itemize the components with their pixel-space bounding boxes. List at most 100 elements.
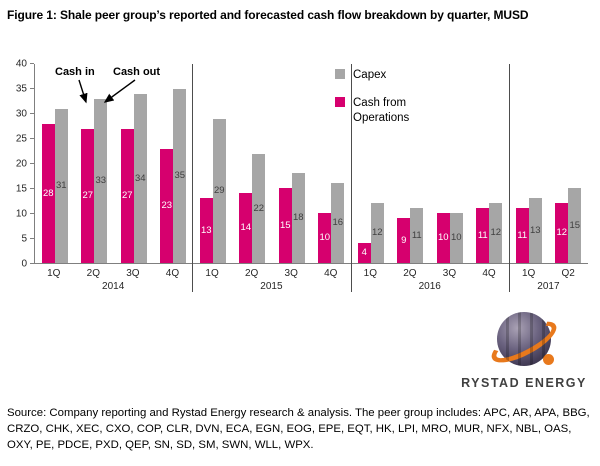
capex-bar: 12 <box>489 203 503 263</box>
rystad-orange-dot-icon <box>543 354 554 365</box>
cash-from-operations-bar: 27 <box>81 128 95 263</box>
bar-value-label: 33 <box>95 175 107 187</box>
capex-bar: 10 <box>449 213 463 263</box>
bar-pair: 10 16 <box>318 64 345 263</box>
bar-value-label: 12 <box>490 227 502 239</box>
x-tick-label: 2Q <box>86 268 101 279</box>
bar-value-label: 15 <box>569 219 581 231</box>
bar-value-label: 28 <box>42 187 54 199</box>
cash-from-operations-bar: 27 <box>120 128 134 263</box>
legend-label: Capex <box>353 69 387 81</box>
bar-value-label: 29 <box>213 185 225 197</box>
bar-pair: 9 11 <box>397 64 424 263</box>
bar-pair: 13 29 <box>199 64 226 263</box>
rystad-globe-icon <box>486 312 562 371</box>
bar-value-label: 27 <box>121 190 133 202</box>
x-tick-label: 2Q <box>244 268 259 279</box>
bar-value-label: 11 <box>517 229 528 241</box>
bar-value-label: 13 <box>529 224 541 236</box>
bar-value-label: 16 <box>332 217 344 229</box>
capex-bar: 15 <box>568 188 582 263</box>
capex-bar: 12 <box>370 203 384 263</box>
x-label-group-2014: 1Q 2Q 3Q 4Q 2014 <box>34 264 192 292</box>
bar-value-label: 31 <box>55 180 67 192</box>
capex-bar: 22 <box>252 153 266 263</box>
capex-bar: 34 <box>133 93 147 263</box>
capex-bar: 11 <box>410 208 424 263</box>
y-tick-mark <box>30 113 34 114</box>
y-tick-mark <box>30 163 34 164</box>
y-tick-mark <box>30 138 34 139</box>
cash-from-operations-bar: 11 <box>515 208 529 263</box>
bar-value-label: 4 <box>361 247 367 259</box>
bar-pair: 12 15 <box>555 64 582 263</box>
y-tick-mark <box>30 88 34 89</box>
x-tick-label: 4Q <box>482 268 496 279</box>
bar-value-label: 13 <box>200 224 212 236</box>
capex-bar: 31 <box>54 108 68 263</box>
y-tick-label: 35 <box>15 83 27 95</box>
x-tick-label: 3Q <box>442 268 457 279</box>
y-tick-mark <box>30 63 34 64</box>
capex-bar: 29 <box>212 118 226 263</box>
capex-bar: 18 <box>291 173 305 263</box>
legend-item-capex: Capex <box>335 68 439 82</box>
bar-value-label: 22 <box>253 202 265 214</box>
legend-label: Cash from Operations <box>353 97 410 124</box>
cash-from-operations-bar: 23 <box>160 148 174 263</box>
plot-area: Cash in Cash out Capex Cash from <box>34 64 588 264</box>
bar-value-label: 14 <box>240 222 252 234</box>
bar-value-label: 10 <box>437 232 449 244</box>
bar-group-2015: 13 29 14 22 15 18 10 16 <box>193 64 351 263</box>
chart-legend: Capex Cash from Operations <box>335 68 439 125</box>
y-axis: 0 5 10 15 20 25 30 35 40 <box>8 59 34 270</box>
rystad-energy-logo: RYSTAD ENERGY <box>455 312 593 390</box>
x-tick-label: 4Q <box>324 268 338 279</box>
bar-group-2016: 4 12 9 11 10 10 11 12 <box>351 64 509 263</box>
x-label-group-2015: 1Q 2Q 3Q 4Q 2015 <box>192 264 350 292</box>
bar-pair: 27 34 <box>120 64 147 263</box>
annotation-cash-out: Cash out <box>113 66 161 78</box>
bar-pair: 11 13 <box>515 64 542 263</box>
y-tick-label: 40 <box>15 58 27 70</box>
bar-group-2017: 11 13 12 15 <box>509 64 588 263</box>
bar-value-label: 18 <box>292 212 304 224</box>
bar-pair: 28 31 <box>41 64 68 263</box>
cash-from-operations-bar: 13 <box>199 198 213 263</box>
bar-value-label: 9 <box>401 234 407 246</box>
x-tick-label: 1Q <box>363 268 378 279</box>
x-tick-label: 4Q <box>165 268 180 279</box>
cash-from-operations-bar: 9 <box>397 218 411 263</box>
year-label: 2016 <box>418 281 441 292</box>
y-tick-label: 10 <box>15 208 27 220</box>
annotation-cash-in: Cash in <box>55 66 95 78</box>
x-tick-label: 2Q <box>403 268 417 279</box>
cash-from-operations-bar: 14 <box>239 193 253 263</box>
bar-value-label: 11 <box>477 229 488 241</box>
x-tick-label: 3Q <box>126 268 140 279</box>
bar-pair: 11 12 <box>476 64 503 263</box>
x-axis: 1Q 2Q 3Q 4Q 2014 1Q 2Q 3Q 4Q 2015 1Q 2Q 3Q 4Q 2016 1Q Q2… <box>34 264 588 292</box>
bar-pair: 14 22 <box>239 64 266 263</box>
cash-from-operations-bar: 10 <box>436 213 450 263</box>
rystad-logo-text: RYSTAD ENERGY <box>461 376 587 390</box>
bar-chart: 0 5 10 15 20 25 30 35 40 Cash in Cash out Capex <box>8 59 592 304</box>
bar-group-2014: 28 31 27 33 27 34 23 35 <box>35 64 193 263</box>
y-tick-mark <box>30 213 34 214</box>
year-label: 2014 <box>102 281 125 292</box>
cash-from-operations-bar: 11 <box>476 208 490 263</box>
bar-value-label: 27 <box>82 190 94 202</box>
cash-from-operations-bar: 4 <box>357 243 371 263</box>
x-tick-label: 3Q <box>284 268 298 279</box>
bar-value-label: 15 <box>279 219 291 231</box>
bar-value-label: 10 <box>319 232 331 244</box>
cash-from-operations-bar: 10 <box>318 213 332 263</box>
year-label: 2017 <box>537 281 560 292</box>
capex-bar: 13 <box>528 198 542 263</box>
y-tick-mark <box>30 238 34 239</box>
x-label-group-2017: 1Q Q2 2017 <box>509 264 588 292</box>
bar-pair: 27 33 <box>81 64 108 263</box>
y-tick-label: 0 <box>21 258 27 270</box>
y-tick-label: 30 <box>15 108 27 120</box>
